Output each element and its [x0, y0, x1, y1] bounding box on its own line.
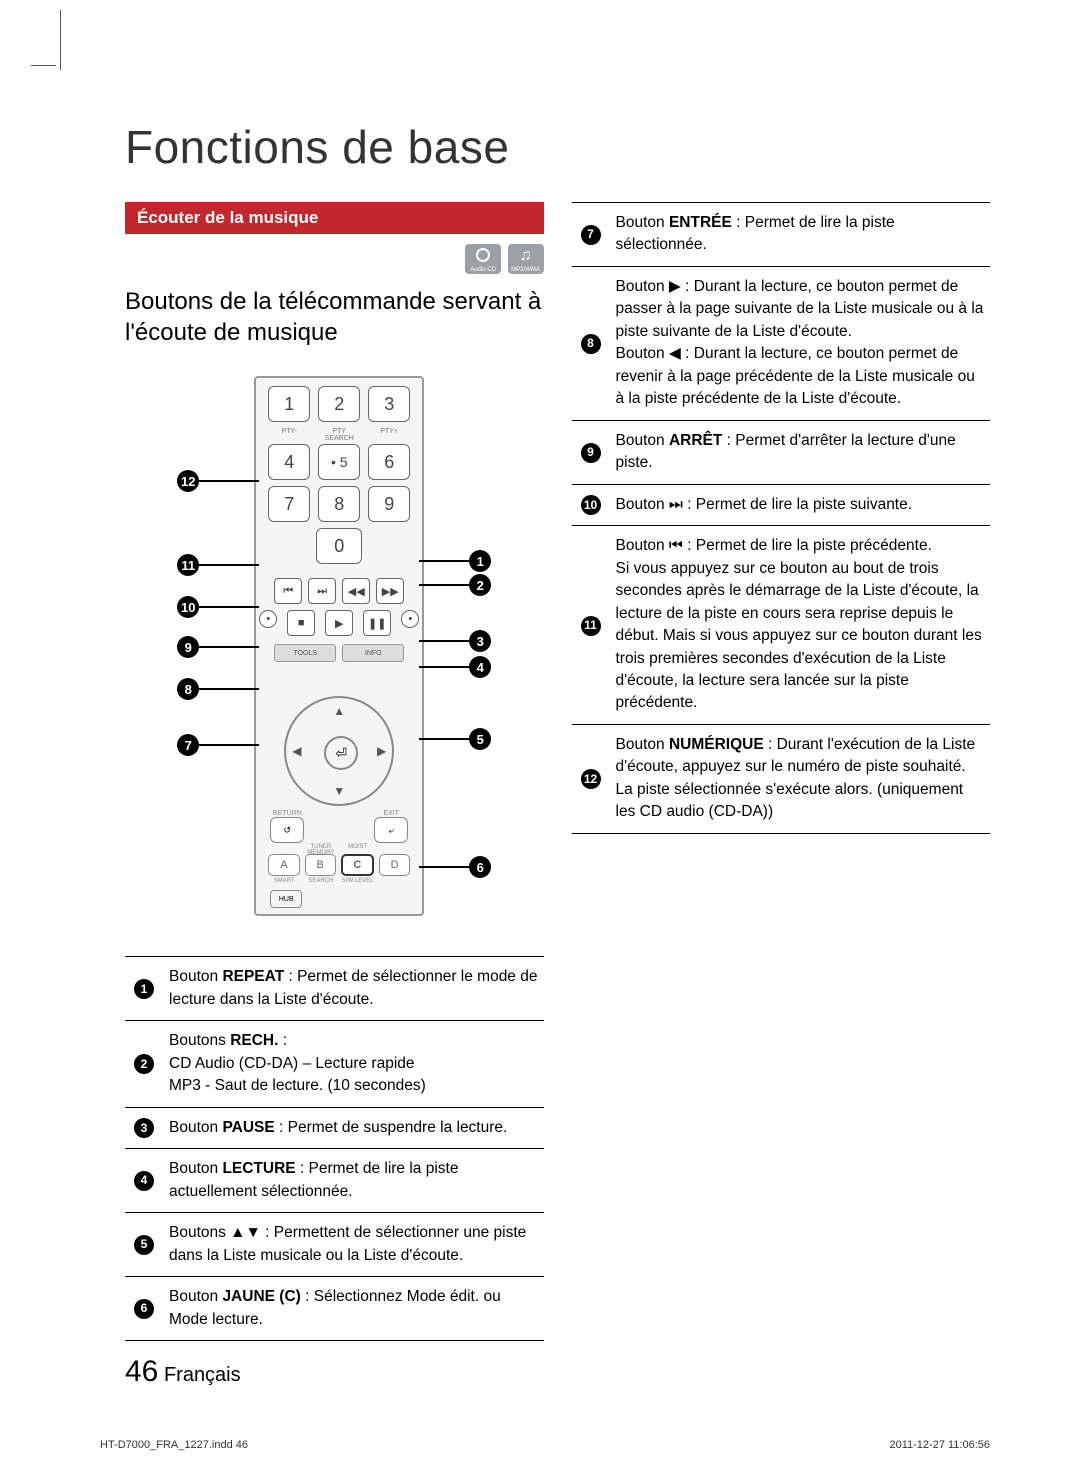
color-c: C [341, 854, 374, 876]
page-title: Fonctions de base [125, 120, 990, 174]
color-b: B [305, 854, 336, 876]
num-1: 1 [268, 386, 310, 422]
row-number: 6 [134, 1299, 154, 1319]
row-number: 5 [134, 1235, 154, 1255]
row-description: Bouton NUMÉRIQUE : Durant l'exécution de… [610, 724, 991, 833]
print-file: HT-D7000_FRA_1227.indd 46 [100, 1439, 248, 1451]
row-number: 9 [581, 443, 601, 463]
table-row: 12 Bouton NUMÉRIQUE : Durant l'exécution … [572, 724, 991, 833]
page-number: 46 [125, 1355, 158, 1388]
page-footer: 46 Français [125, 1355, 241, 1389]
num-9: 9 [368, 486, 410, 522]
row-number: 1 [134, 979, 154, 999]
dot-btn2: • [401, 610, 419, 628]
num-5: • 5 [318, 444, 360, 480]
dot-btn: • [259, 610, 277, 628]
num-6: 6 [368, 444, 410, 480]
table-row: 5 Boutons ▲▼ : Permettent de sélectionner… [125, 1213, 544, 1277]
remote-diagram: 1 2 3 PTY-PTY SEARCHPTY+ 4 • 5 6 7 8 [169, 376, 499, 936]
num-0: 0 [316, 528, 362, 564]
stop-btn: ■ [287, 610, 315, 636]
row-number: 7 [581, 225, 601, 245]
table-row: 4 Bouton LECTURE : Permet de lire la pist… [125, 1149, 544, 1213]
table-row: 6 Bouton JAUNE (C) : Sélectionnez Mode éd… [125, 1277, 544, 1341]
row-description: Bouton PAUSE : Permet de suspendre la le… [163, 1107, 544, 1148]
callout-4: 4 [469, 656, 491, 678]
callout-3: 3 [469, 630, 491, 652]
print-date: 2011-12-27 11:06:56 [889, 1439, 990, 1451]
table-row: 3 Bouton PAUSE : Permet de suspendre la l… [125, 1107, 544, 1148]
subtitle: Boutons de la télécommande servant à l'é… [125, 286, 544, 348]
description-table-right: 7 Bouton ENTRÉE : Permet de lire la piste… [572, 202, 991, 834]
row-number: 2 [134, 1054, 154, 1074]
table-row: 7 Bouton ENTRÉE : Permet de lire la piste… [572, 203, 991, 267]
left-column: Écouter de la musique Audio CD ♫MP3/WMA … [125, 202, 544, 1341]
callout-11: 11 [177, 554, 199, 576]
next-track-btn: ⏭ [308, 578, 336, 604]
callout-6: 6 [469, 856, 491, 878]
remote-body: 1 2 3 PTY-PTY SEARCHPTY+ 4 • 5 6 7 8 [254, 376, 424, 916]
ffwd-btn: ▶▶ [376, 578, 404, 604]
row-description: Bouton ENTRÉE : Permet de lire la piste … [610, 203, 991, 267]
page-language: Français [164, 1364, 241, 1386]
callout-8: 8 [177, 678, 199, 700]
table-row: 1 Bouton REPEAT : Permet de sélectionner … [125, 957, 544, 1021]
table-row: 10 Bouton ⏭ : Permet de lire la piste sui… [572, 484, 991, 525]
row-description: Bouton ARRÊT : Permet d'arrêter la lectu… [610, 420, 991, 484]
row-description: Boutons ▲▼ : Permettent de sélectionner … [163, 1213, 544, 1277]
enter-btn: ⏎ [324, 736, 358, 770]
section-header: Écouter de la musique [125, 202, 544, 234]
table-row: 2 Boutons RECH. :CD Audio (CD-DA) – Lectu… [125, 1021, 544, 1107]
callout-7: 7 [177, 734, 199, 756]
num-7: 7 [268, 486, 310, 522]
row-description: Bouton ⏮ : Permet de lire la piste précé… [610, 526, 991, 725]
callout-1: 1 [469, 550, 491, 572]
callout-2: 2 [469, 574, 491, 596]
audio-cd-icon: Audio CD [465, 244, 501, 274]
callout-9: 9 [177, 636, 199, 658]
row-description: Boutons RECH. :CD Audio (CD-DA) – Lectur… [163, 1021, 544, 1107]
num-8: 8 [318, 486, 360, 522]
mp3-wma-icon: ♫MP3/WMA [508, 244, 544, 274]
print-metadata: HT-D7000_FRA_1227.indd 46 2011-12-27 11:… [100, 1439, 990, 1451]
callout-5: 5 [469, 728, 491, 750]
row-number: 11 [581, 616, 601, 636]
row-number: 8 [581, 334, 601, 354]
row-description: Bouton ⏭ : Permet de lire la piste suiva… [610, 484, 991, 525]
row-description: Bouton REPEAT : Permet de sélectionner l… [163, 957, 544, 1021]
pause-btn: ❚❚ [363, 610, 391, 636]
right-column: 7 Bouton ENTRÉE : Permet de lire la piste… [572, 202, 991, 1341]
table-row: 8 Bouton ▶ : Durant la lecture, ce bouton… [572, 266, 991, 420]
return-btn: ↺ [270, 817, 304, 843]
prev-track-btn: ⏮ [274, 578, 302, 604]
row-description: Bouton JAUNE (C) : Sélectionnez Mode édi… [163, 1277, 544, 1341]
row-number: 3 [134, 1118, 154, 1138]
row-description: Bouton LECTURE : Permet de lire la piste… [163, 1149, 544, 1213]
rewind-btn: ◀◀ [342, 578, 370, 604]
row-description: Bouton ▶ : Durant la lecture, ce bouton … [610, 266, 991, 420]
num-4: 4 [268, 444, 310, 480]
description-table-left: 1 Bouton REPEAT : Permet de sélectionner … [125, 956, 544, 1341]
table-row: 11 Bouton ⏮ : Permet de lire la piste pré… [572, 526, 991, 725]
num-3: 3 [368, 386, 410, 422]
exit-btn: ⤶ [374, 817, 408, 843]
dpad: ▲▼ ◀▶ ⏎ [284, 696, 394, 806]
media-icons: Audio CD ♫MP3/WMA [125, 244, 544, 274]
callout-10: 10 [177, 596, 199, 618]
row-number: 12 [581, 769, 601, 789]
page-content: Fonctions de base Écouter de la musique … [0, 0, 1080, 1381]
row-number: 4 [134, 1171, 154, 1191]
info-btn: INFO [342, 644, 404, 662]
num-2: 2 [318, 386, 360, 422]
play-btn: ▶ [325, 610, 353, 636]
table-row: 9 Bouton ARRÊT : Permet d'arrêter la lect… [572, 420, 991, 484]
callout-12: 12 [177, 470, 199, 492]
crop-marks [60, 10, 110, 70]
tools-btn: TOOLS [274, 644, 336, 662]
row-number: 10 [581, 495, 601, 515]
hub-btn: HUB [270, 890, 302, 908]
color-a: A [268, 854, 299, 876]
color-d: D [379, 854, 410, 876]
